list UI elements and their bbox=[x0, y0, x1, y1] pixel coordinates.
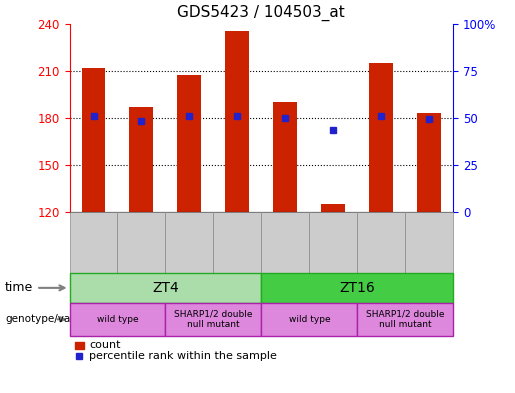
Bar bbox=[70, 303, 165, 336]
Text: count: count bbox=[89, 340, 121, 351]
Bar bbox=[129, 107, 153, 212]
Text: percentile rank within the sample: percentile rank within the sample bbox=[89, 351, 277, 362]
Bar bbox=[117, 212, 165, 273]
Text: ZT4: ZT4 bbox=[152, 281, 179, 295]
Bar bbox=[81, 68, 106, 212]
Bar bbox=[417, 113, 441, 212]
Text: wild type: wild type bbox=[97, 315, 139, 324]
Text: time: time bbox=[5, 281, 64, 294]
Bar bbox=[213, 212, 261, 273]
Text: genotype/variation: genotype/variation bbox=[5, 314, 104, 324]
Bar bbox=[321, 204, 345, 212]
Bar bbox=[261, 303, 357, 336]
Bar bbox=[261, 273, 453, 303]
Bar bbox=[273, 102, 297, 212]
Title: GDS5423 / 104503_at: GDS5423 / 104503_at bbox=[178, 5, 345, 21]
Bar bbox=[369, 63, 393, 212]
Bar bbox=[357, 303, 453, 336]
Text: ZT16: ZT16 bbox=[339, 281, 375, 295]
Bar bbox=[261, 212, 310, 273]
Bar bbox=[310, 212, 357, 273]
Text: SHARP1/2 double
null mutant: SHARP1/2 double null mutant bbox=[174, 310, 253, 329]
Bar bbox=[178, 75, 201, 212]
Bar bbox=[75, 342, 84, 349]
Bar bbox=[226, 31, 249, 212]
Text: SHARP1/2 double
null mutant: SHARP1/2 double null mutant bbox=[366, 310, 444, 329]
Bar bbox=[165, 303, 262, 336]
Bar bbox=[70, 212, 117, 273]
Bar bbox=[357, 212, 405, 273]
Bar bbox=[70, 273, 262, 303]
Bar bbox=[405, 212, 453, 273]
Bar bbox=[165, 212, 213, 273]
Text: wild type: wild type bbox=[288, 315, 330, 324]
